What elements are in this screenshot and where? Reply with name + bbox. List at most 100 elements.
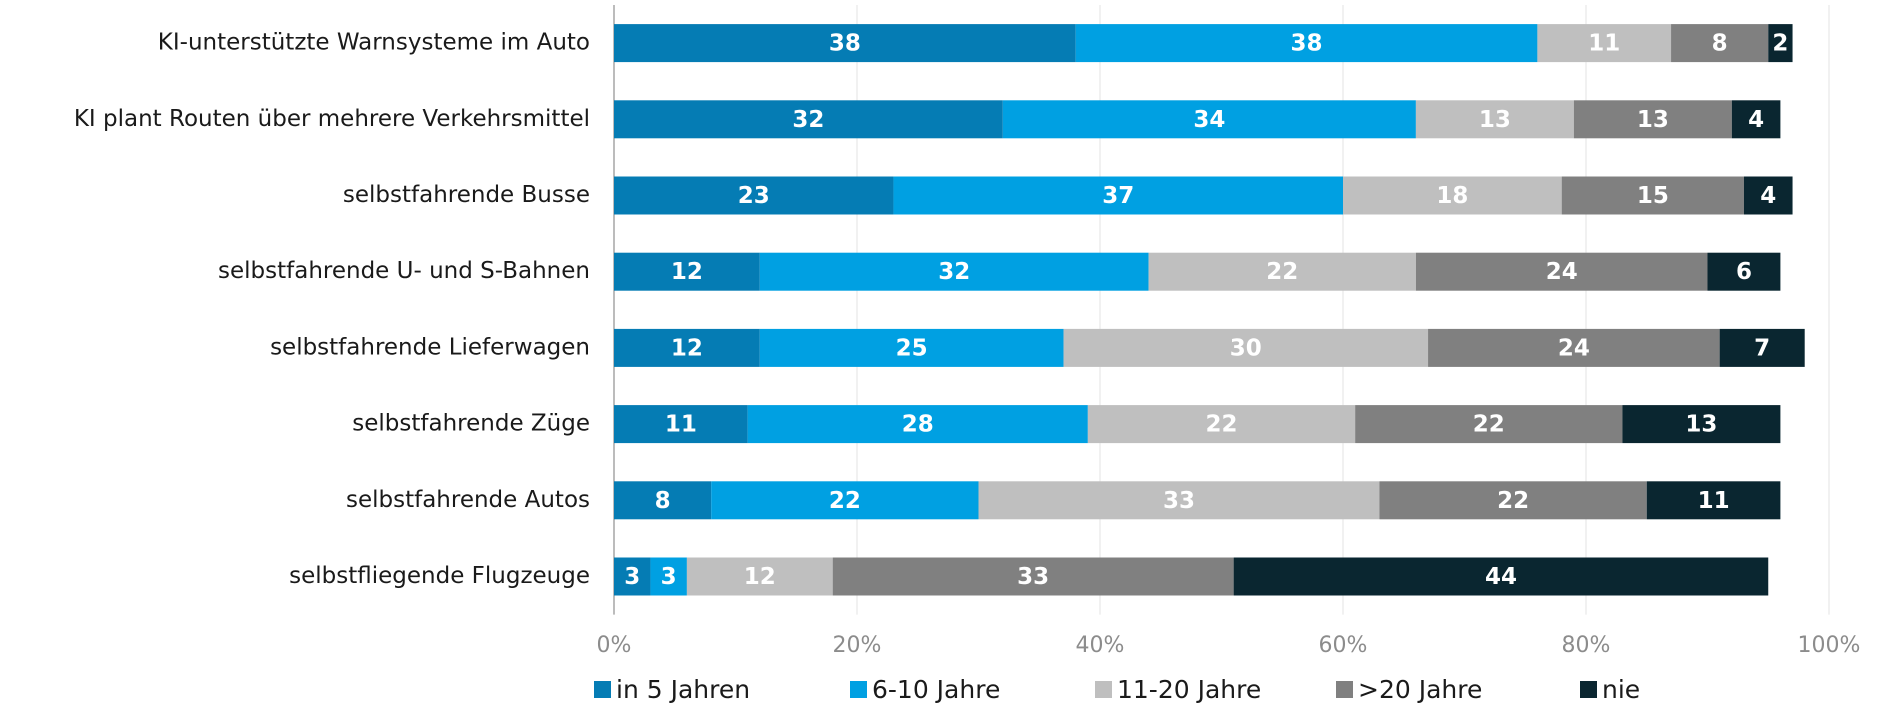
data-label: 30 [1230, 335, 1262, 361]
bar-segment [614, 481, 712, 520]
bar-segment [1233, 557, 1769, 596]
data-label: 34 [1193, 107, 1225, 133]
bar-segment [1148, 252, 1416, 291]
data-label: 22 [1205, 412, 1237, 438]
data-label: 15 [1637, 183, 1669, 209]
x-tick-label: 100% [1798, 633, 1861, 658]
bar-segment [832, 557, 1234, 596]
bar-segment [759, 252, 1149, 291]
bar-segment [893, 176, 1343, 215]
bar-segment [1379, 481, 1647, 520]
legend-label: in 5 Jahren [616, 675, 750, 704]
bar-segment [614, 557, 651, 596]
data-label: 7 [1754, 335, 1770, 361]
data-label: 22 [1497, 488, 1529, 514]
data-label: 12 [671, 335, 703, 361]
bar-segment [1573, 100, 1732, 139]
data-label: 24 [1558, 335, 1590, 361]
data-label: 25 [896, 335, 928, 361]
legend-swatch [594, 681, 611, 698]
data-label: 22 [1266, 259, 1298, 285]
data-label: 8 [655, 488, 671, 514]
bar-segment [1731, 100, 1781, 139]
data-label: 3 [624, 564, 640, 590]
bar-segment [614, 252, 760, 291]
data-label: 28 [902, 412, 934, 438]
bar-segment [1768, 24, 1793, 63]
bar-segment [1537, 24, 1672, 63]
data-label: 22 [1473, 412, 1505, 438]
data-label: 13 [1685, 412, 1717, 438]
data-label: 33 [1163, 488, 1195, 514]
bar-segment [650, 557, 687, 596]
bar-segment [1415, 100, 1574, 139]
category-label: KI plant Routen über mehrere Verkehrsmit… [74, 106, 590, 132]
bar-segment [614, 328, 760, 367]
bar-segment [759, 328, 1064, 367]
data-label: 18 [1436, 183, 1468, 209]
bar-segment [1075, 24, 1538, 63]
data-label: 32 [938, 259, 970, 285]
x-tick-label: 80% [1562, 633, 1611, 658]
bar-segment [1415, 252, 1708, 291]
legend-label: 11-20 Jahre [1117, 675, 1261, 704]
bar-segment [1355, 405, 1623, 444]
data-label: 37 [1102, 183, 1134, 209]
bar-segment [614, 405, 748, 444]
legend-swatch [1095, 681, 1112, 698]
legend-label: nie [1602, 675, 1640, 704]
data-label: 13 [1479, 107, 1511, 133]
legend-swatch [1580, 681, 1597, 698]
data-label: 12 [671, 259, 703, 285]
data-label: 38 [829, 31, 861, 57]
data-label: 8 [1712, 31, 1728, 57]
bar-segment [1428, 328, 1720, 367]
category-label: selbstfahrende Busse [343, 182, 590, 208]
bar-segment [1743, 176, 1793, 215]
legend-swatch [850, 681, 867, 698]
x-tick-label: 0% [597, 633, 632, 658]
bar-segment [711, 481, 979, 520]
bar-segment [614, 176, 894, 215]
bar-segment [1622, 405, 1781, 444]
bar-segment [1087, 405, 1356, 444]
data-label: 12 [744, 564, 776, 590]
data-label: 6 [1736, 259, 1752, 285]
category-label: selbstfahrende Autos [346, 487, 590, 513]
data-label: 11 [1698, 488, 1730, 514]
category-label: selbstfliegende Flugzeuge [289, 563, 590, 589]
data-label: 13 [1637, 107, 1669, 133]
bar-segment [1561, 176, 1744, 215]
data-label: 33 [1017, 564, 1049, 590]
data-label: 11 [1588, 31, 1620, 57]
category-label: selbstfahrende U- und S-Bahnen [218, 258, 590, 284]
category-label: selbstfahrende Lieferwagen [270, 334, 590, 360]
category-label: KI-unterstützte Warnsysteme im Auto [158, 30, 590, 56]
bar-segment [978, 481, 1380, 520]
data-label: 24 [1546, 259, 1578, 285]
bar-segment [1002, 100, 1416, 139]
x-tick-label: 40% [1076, 633, 1125, 658]
legend-label: >20 Jahre [1358, 675, 1482, 704]
data-label: 38 [1291, 31, 1323, 57]
bar-segment [1646, 481, 1781, 520]
bar-segment [1707, 252, 1781, 291]
data-label: 3 [661, 564, 677, 590]
bar-segment [614, 24, 1076, 63]
data-label: 44 [1485, 564, 1517, 590]
category-label: selbstfahrende Züge [352, 411, 590, 437]
data-label: 2 [1772, 31, 1788, 57]
data-label: 23 [738, 183, 770, 209]
x-tick-label: 20% [833, 633, 882, 658]
bar-segment [614, 100, 1003, 139]
x-tick-label: 60% [1319, 633, 1368, 658]
data-label: 32 [792, 107, 824, 133]
bar-segment [1719, 328, 1805, 367]
bar-segment [1671, 24, 1769, 63]
bar-segment [686, 557, 833, 596]
bar-segment [747, 405, 1088, 444]
bar-segment [1063, 328, 1429, 367]
data-label: 11 [665, 412, 697, 438]
legend-swatch [1336, 681, 1353, 698]
